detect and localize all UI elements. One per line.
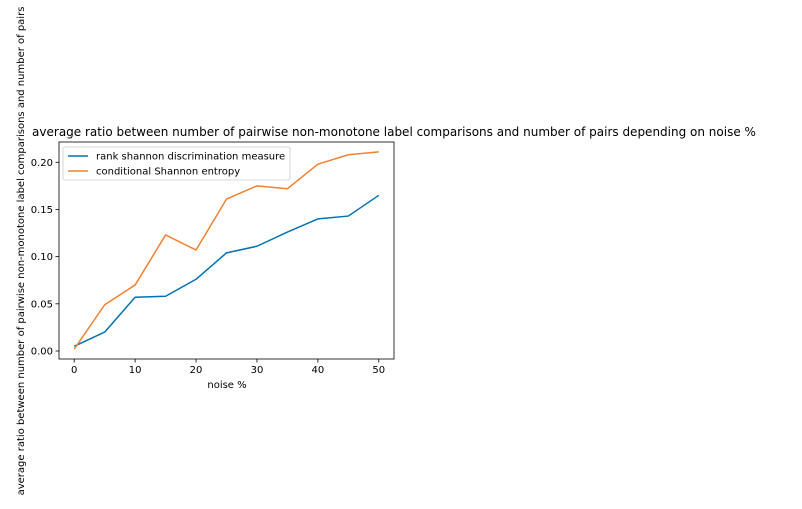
- x-axis-label: noise %: [207, 380, 246, 391]
- series-line-1: [73, 151, 379, 350]
- y-axis-ticks: 0.00 0.05 0.10 0.15 0.20: [31, 158, 59, 357]
- chart-title: average ratio between number of pairwise…: [32, 125, 756, 139]
- y-tick-label: 0.10: [31, 252, 53, 263]
- y-tick-label: 0.05: [31, 299, 53, 310]
- y-tick-label: 0.20: [31, 158, 53, 169]
- x-tick-label: 20: [190, 365, 203, 376]
- legend: rank shannon discrimination measure cond…: [62, 146, 291, 181]
- series-line-0: [73, 194, 380, 347]
- legend-label-rank-shannon: rank shannon discrimination measure: [96, 152, 285, 163]
- y-axis-label: average ratio between number of pairwise…: [16, 7, 27, 496]
- plot-area: 0 10 20 30 40 50 0.00 0.05 0.10 0.15 0.20: [31, 141, 395, 376]
- y-tick-label: 0.15: [31, 205, 53, 216]
- y-tick-label: 0.00: [31, 346, 53, 357]
- x-tick-label: 30: [251, 365, 264, 376]
- plot-frame: [58, 141, 395, 360]
- x-tick-label: 50: [372, 365, 385, 376]
- legend-box: [62, 146, 291, 181]
- series-lines: [73, 151, 380, 350]
- legend-label-conditional-shannon: conditional Shannon entropy: [96, 167, 240, 178]
- x-axis-ticks: 0 10 20 30 40 50: [71, 359, 385, 376]
- x-tick-label: 0: [71, 365, 77, 376]
- x-tick-label: 40: [311, 365, 324, 376]
- x-tick-label: 10: [129, 365, 142, 376]
